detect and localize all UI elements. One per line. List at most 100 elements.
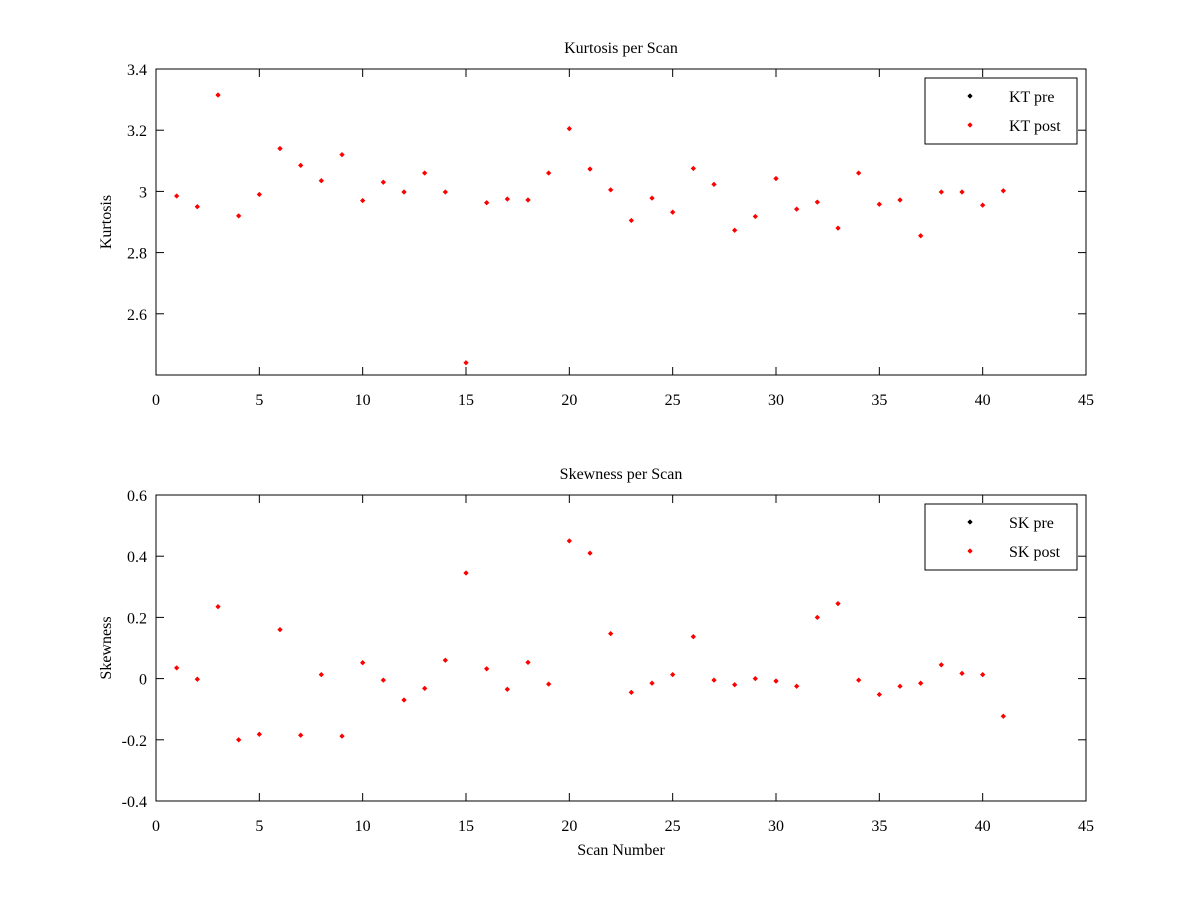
- plots: 0 5 10 15 20 25 30 35 40 45 2.6 2.8 3 3.2 3.4 Kurtosis …: [98, 40, 1094, 859]
- data-point: [339, 733, 345, 739]
- data-point: [793, 206, 800, 212]
- data-point: [690, 165, 697, 172]
- data-point: [897, 197, 903, 203]
- data-point: [463, 570, 469, 576]
- legend-label: SK pre: [1009, 515, 1054, 532]
- data-point: [669, 209, 676, 215]
- data-point: [339, 151, 345, 158]
- axes-box: [155, 68, 1087, 376]
- data-point: [669, 671, 676, 678]
- legend-box: [924, 503, 1078, 571]
- data-point: [876, 691, 883, 698]
- x-tick-label: 10: [355, 392, 371, 409]
- x-tick-label: 45: [1078, 392, 1094, 409]
- data-point: [566, 538, 573, 544]
- data-point: [297, 732, 304, 738]
- data-point: [979, 202, 986, 208]
- data-point: [173, 193, 180, 199]
- y-tick-label: 0: [139, 672, 147, 689]
- data-point: [566, 125, 573, 132]
- data-point: [256, 191, 263, 198]
- data-point: [938, 189, 945, 195]
- x-tick-label: 35: [871, 818, 887, 835]
- data-point: [359, 197, 366, 204]
- legend-label: KT pre: [1009, 89, 1054, 106]
- y-tick-label: 0.6: [127, 488, 147, 505]
- data-point: [587, 166, 593, 172]
- legend-label: KT post: [1009, 118, 1061, 135]
- x-tick-label: 40: [975, 392, 991, 409]
- data-point: [380, 677, 387, 683]
- data-point: [835, 600, 841, 607]
- data-point: [938, 662, 945, 668]
- data-point: [463, 360, 469, 366]
- data-point: [277, 145, 283, 152]
- data-point: [793, 683, 800, 690]
- data-point: [752, 675, 759, 682]
- x-tick-label: 15: [458, 818, 474, 835]
- data-point: [359, 659, 366, 666]
- data-point: [442, 657, 449, 663]
- data-point: [855, 677, 862, 683]
- data-point: [525, 197, 531, 203]
- legend-label: SK post: [1009, 544, 1061, 561]
- legend-marker: [967, 519, 973, 525]
- data-point: [607, 187, 614, 193]
- y-tick-label: 2.8: [127, 246, 147, 263]
- data-point: [773, 175, 779, 182]
- data-point: [690, 633, 697, 640]
- data-point: [897, 683, 903, 690]
- data-point: [421, 685, 428, 692]
- data-point: [401, 189, 407, 195]
- data-point: [380, 179, 387, 185]
- data-point: [235, 213, 242, 219]
- data-point: [917, 233, 924, 239]
- x-tick-label: 25: [665, 392, 681, 409]
- data-point: [545, 681, 552, 687]
- data-point: [318, 671, 325, 678]
- legend-marker: [967, 548, 973, 554]
- data-point: [483, 199, 490, 206]
- x-tick-label: 5: [255, 818, 263, 835]
- data-point: [855, 170, 862, 176]
- data-point: [979, 671, 986, 678]
- x-tick-label: 30: [768, 818, 784, 835]
- legend-marker: [967, 93, 973, 99]
- x-tick-label: 15: [458, 392, 474, 409]
- data-point: [504, 196, 511, 202]
- data-point: [194, 676, 201, 682]
- data-point: [959, 670, 965, 677]
- plot-2: 0 5 10 15 20 25 30 35 40 45 -0.4 -0.2 0 0.2 0.4 0.6 Skew…: [98, 466, 1094, 859]
- legend: KT pre KT post: [924, 77, 1078, 145]
- data-point: [628, 217, 635, 224]
- data-point: [235, 737, 242, 743]
- chart-title: Skewness per Scan: [560, 466, 683, 483]
- data-point: [773, 678, 779, 684]
- data-point: [1000, 188, 1007, 194]
- x-axis-label: Scan Number: [577, 842, 665, 859]
- data-point: [649, 680, 655, 686]
- x-tick-label: 5: [255, 392, 263, 409]
- data-point: [917, 680, 924, 686]
- x-tick-label: 0: [152, 392, 160, 409]
- x-tick-label: 20: [561, 392, 577, 409]
- chart-title: Kurtosis per Scan: [564, 40, 678, 57]
- data-point: [1000, 713, 1007, 719]
- legend-box: [924, 77, 1078, 145]
- x-tick-label: 35: [871, 392, 887, 409]
- x-tick-label: 25: [665, 818, 681, 835]
- data-point: [545, 170, 552, 176]
- data-point: [297, 162, 304, 169]
- data-point: [215, 603, 221, 610]
- series-2: [173, 538, 1007, 743]
- legend: SK pre SK post: [924, 503, 1078, 571]
- data-point: [483, 666, 490, 672]
- data-point: [711, 677, 717, 683]
- data-point: [876, 201, 883, 208]
- x-tick-label: 30: [768, 392, 784, 409]
- y-axis-label: Skewness: [98, 616, 115, 679]
- data-point: [525, 659, 531, 666]
- y-tick-label: 0.2: [127, 610, 147, 627]
